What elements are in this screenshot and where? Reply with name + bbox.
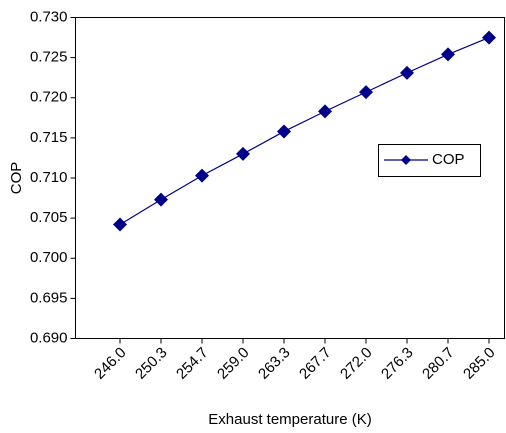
x-tick-label: 285.0 [460, 344, 499, 383]
x-tick-label: 259.0 [214, 344, 253, 383]
legend-marker [401, 155, 411, 165]
marker [154, 192, 168, 207]
x-tick-label: 280.7 [419, 344, 458, 383]
x-tick-label: 246.0 [91, 344, 130, 383]
plot-frame [75, 17, 505, 339]
y-tick-label: 0.715 [30, 129, 68, 146]
x-tick-label: 267.7 [296, 344, 335, 383]
marker [277, 124, 291, 139]
x-tick-label: 263.3 [255, 344, 294, 383]
y-tick-label: 0.690 [30, 329, 68, 346]
y-tick-label: 0.720 [30, 89, 68, 106]
y-axis-title: COP [8, 162, 25, 195]
y-tick-label: 0.695 [30, 289, 68, 306]
series-line [119, 37, 490, 226]
y-tick-label: 0.725 [30, 49, 68, 66]
marker [482, 30, 496, 45]
x-tick-label: 250.3 [132, 344, 171, 383]
x-axis-title: Exhaust temperature (K) [208, 411, 371, 428]
x-tick-label: 254.7 [173, 344, 212, 383]
x-tick-label: 272.0 [337, 344, 376, 383]
y-tick-label: 0.710 [30, 169, 68, 186]
y-tick-label: 0.705 [30, 209, 68, 226]
marker [318, 104, 332, 119]
marker [400, 65, 414, 80]
x-tick-label: 276.3 [378, 344, 417, 383]
y-tick-label: 0.730 [30, 8, 68, 25]
legend-label: COP [432, 151, 465, 168]
marker [195, 168, 209, 183]
marker [441, 47, 455, 62]
marker [113, 217, 127, 232]
y-tick-label: 0.700 [30, 249, 68, 266]
marker [359, 85, 373, 100]
marker [236, 146, 250, 161]
